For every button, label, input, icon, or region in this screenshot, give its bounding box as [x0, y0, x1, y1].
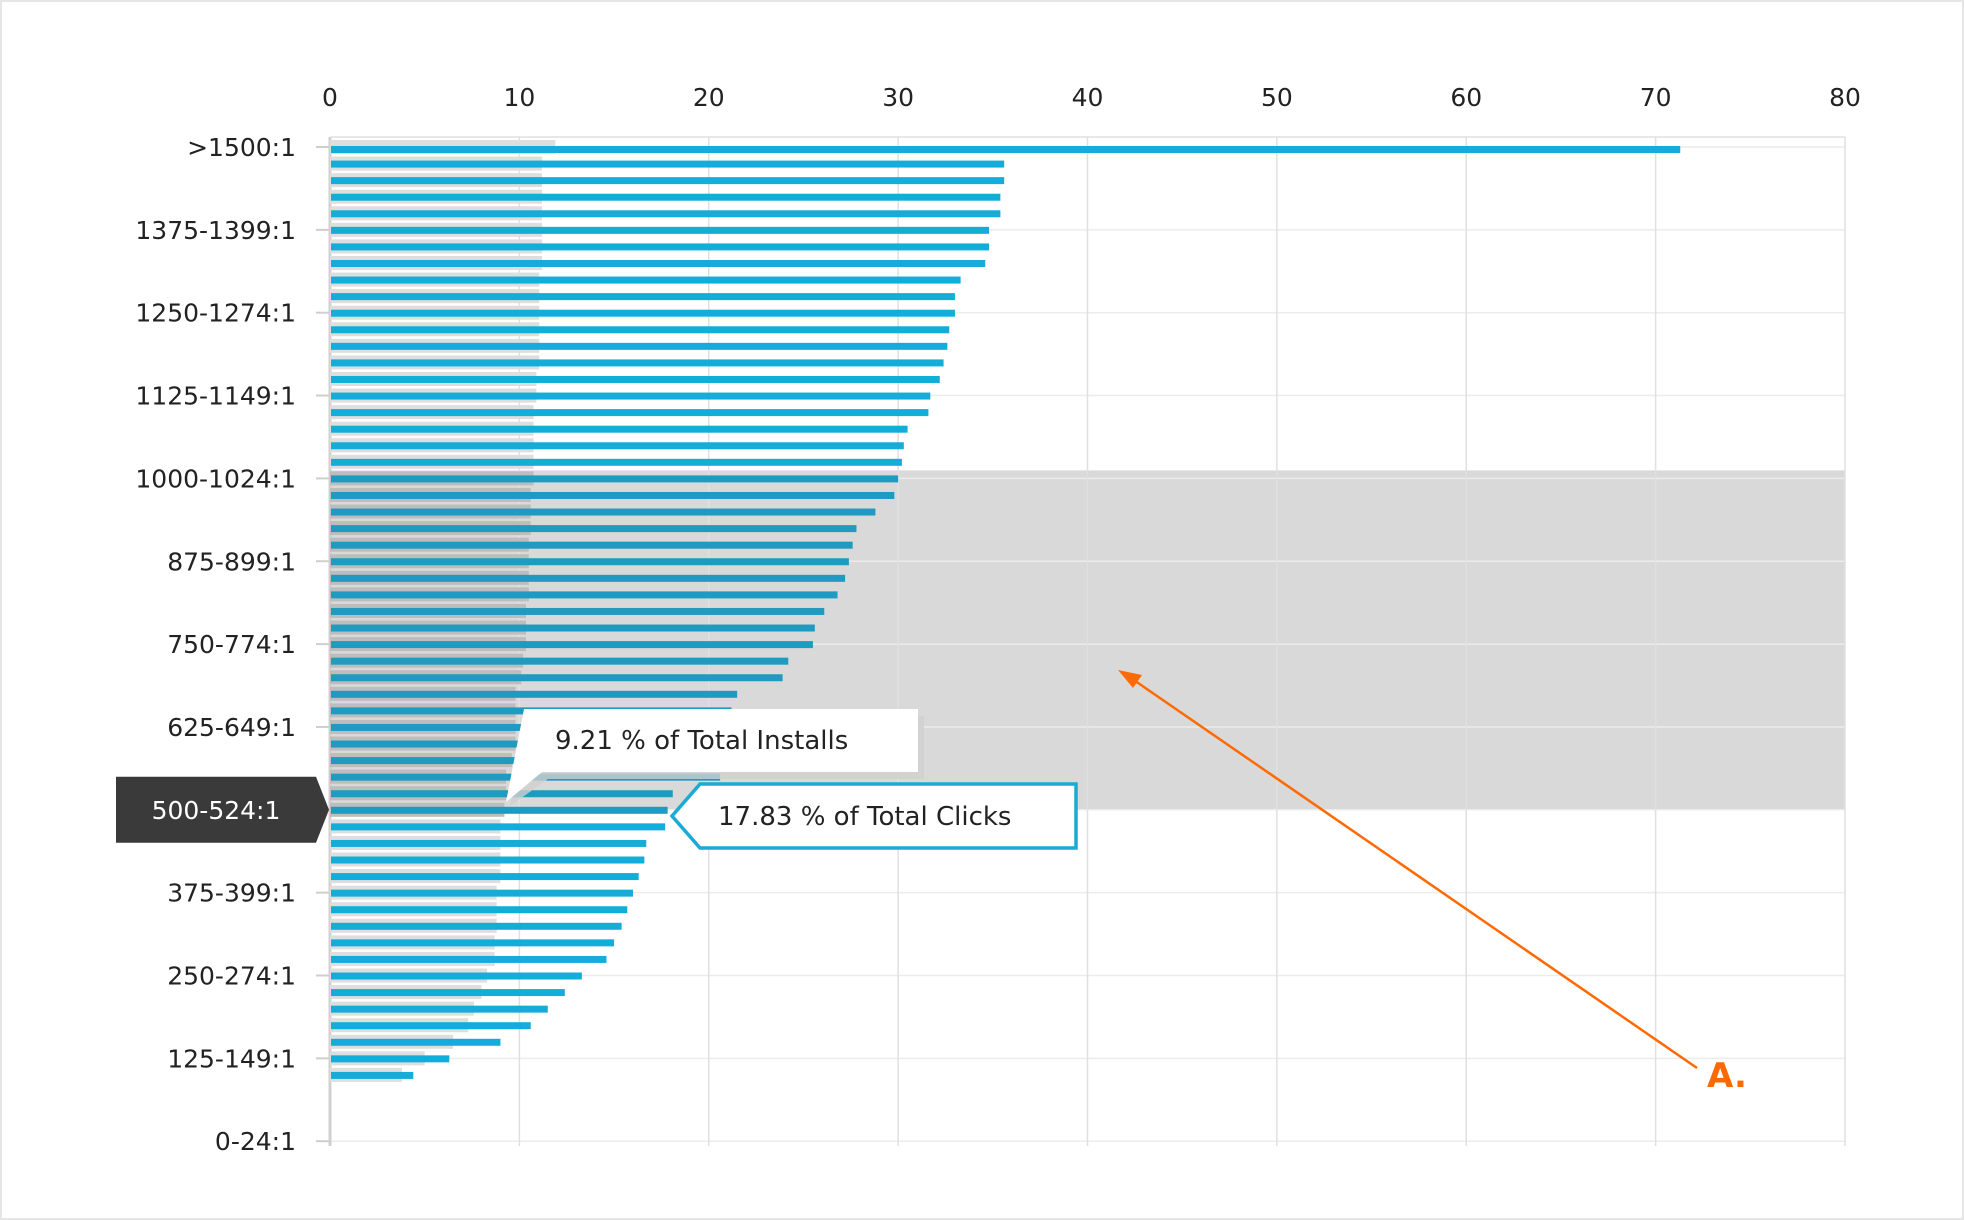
clicks-bar[interactable] [331, 889, 633, 897]
clicks-bar[interactable] [331, 607, 825, 615]
clicks-bar[interactable] [331, 293, 955, 301]
clicks-bar[interactable] [331, 508, 876, 516]
clicks-bar[interactable] [331, 425, 908, 433]
clicks-bar[interactable] [331, 359, 944, 367]
clicks-bar[interactable] [331, 226, 990, 234]
x-tick-label: 0 [322, 83, 338, 112]
clicks-bar[interactable] [331, 989, 565, 997]
clicks-bar[interactable] [331, 873, 639, 881]
clicks-bar[interactable] [331, 839, 647, 847]
clicks-bar[interactable] [331, 375, 940, 383]
clicks-bar[interactable] [331, 541, 853, 549]
selected-category-badge[interactable] [116, 776, 329, 843]
clicks-bar[interactable] [331, 326, 950, 334]
clicks-bar[interactable] [331, 674, 783, 682]
clicks-bar[interactable] [331, 1038, 501, 1046]
selected-category-label: 500-524:1 [152, 796, 281, 825]
clicks-bar[interactable] [331, 442, 904, 450]
clicks-tooltip [669, 782, 1078, 850]
clicks-bar[interactable] [331, 558, 849, 566]
clicks-bar[interactable] [331, 823, 666, 831]
clicks-bar[interactable] [331, 690, 738, 698]
y-tick-label: 375-399:1 [167, 879, 296, 908]
x-tick-label: 60 [1450, 83, 1482, 112]
installs-tooltip [506, 709, 918, 802]
clicks-bar[interactable] [331, 146, 1681, 153]
clicks-bar[interactable] [331, 922, 622, 930]
clicks-bar[interactable] [331, 955, 607, 963]
annotation-arrowhead-icon [1118, 670, 1142, 688]
clicks-bar[interactable] [331, 342, 948, 350]
clicks-bar[interactable] [331, 906, 628, 914]
y-tick-label: 750-774:1 [167, 630, 296, 659]
x-tick-label: 20 [693, 83, 725, 112]
y-tick-label: 1125-1149:1 [135, 382, 296, 411]
clicks-bar[interactable] [331, 790, 673, 798]
y-tick-label: 1250-1274:1 [135, 299, 296, 328]
clicks-bar[interactable] [331, 641, 813, 649]
y-tick-label: 1375-1399:1 [135, 216, 296, 245]
x-tick-label: 80 [1829, 83, 1861, 112]
clicks-bar[interactable] [331, 1005, 548, 1013]
clicks-bar[interactable] [331, 856, 645, 864]
clicks-bar[interactable] [331, 392, 931, 400]
x-tick-label: 50 [1261, 83, 1293, 112]
clicks-bar[interactable] [331, 972, 582, 980]
clicks-bar[interactable] [331, 491, 895, 499]
annotation-label: A. [1707, 1056, 1747, 1096]
clicks-tooltip-text: 17.83 % of Total Clicks [718, 802, 1011, 832]
y-tick-label: 250-274:1 [167, 962, 296, 991]
clicks-bar[interactable] [331, 624, 815, 632]
x-tick-label: 30 [882, 83, 914, 112]
x-tick-label: 10 [503, 83, 535, 112]
clicks-bar[interactable] [331, 177, 1005, 185]
annotation-arrow-line [1127, 674, 1698, 1070]
clicks-bar[interactable] [331, 1055, 450, 1063]
clicks-bar[interactable] [331, 409, 929, 417]
clicks-bar[interactable] [331, 160, 1005, 168]
installs-tooltip-text: 9.21 % of Total Installs [555, 726, 848, 756]
y-tick-label: >1500:1 [187, 133, 296, 162]
clicks-bar[interactable] [331, 574, 846, 582]
clicks-bar[interactable] [331, 259, 986, 267]
y-tick-label: 125-149:1 [167, 1044, 296, 1073]
clicks-bar[interactable] [331, 309, 955, 317]
clicks-bar[interactable] [331, 193, 1001, 201]
clicks-bar[interactable] [331, 1022, 531, 1030]
clicks-bar[interactable] [331, 475, 899, 483]
x-tick-label: 70 [1640, 83, 1672, 112]
clicks-bar[interactable] [331, 1071, 414, 1079]
clicks-bar[interactable] [331, 243, 990, 251]
y-tick-label: 1000-1024:1 [135, 464, 296, 493]
y-tick-label: 625-649:1 [167, 713, 296, 742]
clicks-bar[interactable] [331, 591, 838, 599]
clicks-bar[interactable] [331, 657, 789, 665]
clicks-bar[interactable] [331, 458, 902, 466]
y-tick-label: 875-899:1 [167, 547, 296, 576]
clicks-bar[interactable] [331, 806, 668, 814]
clicks-bar[interactable] [331, 210, 1001, 218]
clicks-bar[interactable] [331, 276, 961, 284]
y-tick-label: 0-24:1 [215, 1127, 296, 1156]
clicks-bar[interactable] [331, 525, 857, 533]
clicks-bar[interactable] [331, 939, 615, 947]
x-tick-label: 40 [1072, 83, 1104, 112]
